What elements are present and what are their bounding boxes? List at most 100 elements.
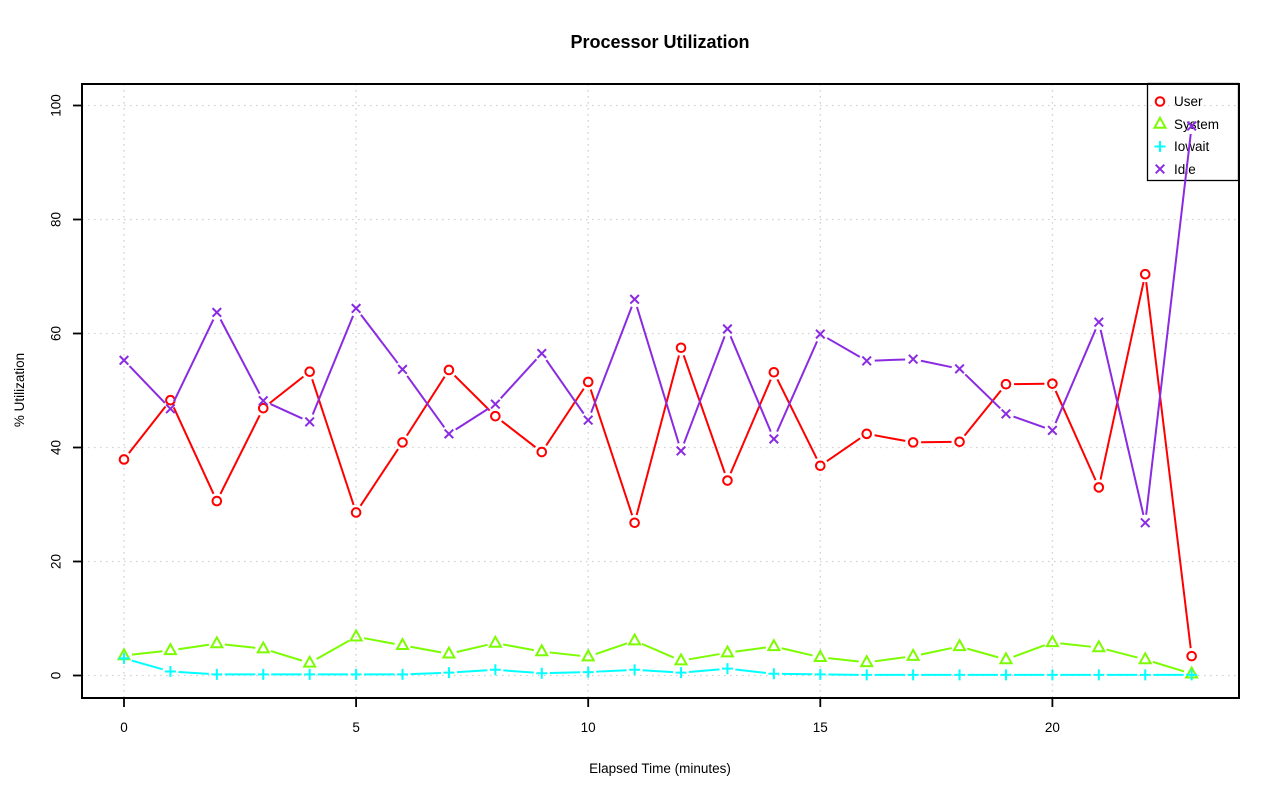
system-marker-icon [673,652,689,666]
system-marker-icon [1138,651,1153,665]
iowait-marker-icon [1186,669,1198,681]
user-line-segment [359,448,399,507]
system-marker-icon [395,637,410,650]
system-line-segment [781,647,813,657]
user-marker-icon [536,446,548,458]
system-marker-icon [1045,634,1060,648]
iowait-line-segment [456,669,488,674]
user-line-segment [545,388,585,446]
idle-marker-icon [722,323,733,334]
system-marker-icon [813,649,828,662]
idle-line-segment [406,375,446,428]
x-tick-label: 15 [813,720,828,735]
system-marker-icon [348,628,364,642]
idle-line-segment [826,337,861,358]
idle-line-segment [1054,329,1097,424]
user-line-segment [589,389,634,516]
x-tick-label: 0 [120,720,128,735]
iowait-marker-icon [350,668,362,680]
idle-marker-icon [351,303,362,314]
idle-line-segment [920,359,952,369]
idle-line-segment [500,358,538,399]
idle-line-segment [964,373,1001,410]
user-marker-icon [397,437,408,448]
legend-label-user: User [1174,94,1203,109]
idle-line-segment [729,335,772,432]
system-marker-icon [766,638,782,652]
idle-line-segment [874,358,906,362]
idle-line-segment [590,306,633,414]
idle-marker-icon [118,355,130,366]
idle-marker-icon [861,355,872,366]
legend-label-iowait: Iowait [1174,139,1210,154]
idle-line-segment [172,319,215,402]
iowait-marker-icon [954,669,966,681]
system-line-segment [363,637,395,645]
idle-line-segment [360,314,399,364]
iowait-marker-icon [582,666,594,678]
system-line-segment [1013,644,1046,658]
user-marker-icon [861,428,873,440]
idle-line-segment [682,336,726,444]
iowait-marker-icon [629,664,641,676]
idle-marker-icon [676,445,687,456]
system-line-segment [966,647,999,659]
iowait-marker-icon [211,668,223,680]
user-line-segment [1054,390,1097,481]
user-marker-icon [1047,378,1058,389]
system-line-segment [874,656,906,663]
y-tick-label: 0 [49,672,64,680]
legend-iowait-marker-icon [1154,141,1166,152]
system-line-segment [641,642,675,659]
system-marker-icon [441,645,457,659]
iowait-marker-icon [489,664,501,676]
legend-markers [1152,96,1168,175]
iowait-line-segment [178,671,209,675]
system-marker-icon [209,635,225,649]
system-marker-icon [905,647,921,661]
user-marker-icon [1186,650,1197,662]
idle-marker-icon [908,354,919,365]
user-line-segment [1145,282,1192,649]
idle-marker-icon [258,395,269,406]
y-tick-label: 100 [49,94,64,117]
y-tick-label: 20 [49,554,64,569]
iowait-marker-icon [675,667,687,679]
series-system [116,628,1199,679]
series-layer [116,121,1199,681]
idle-line-segment [270,403,303,420]
idle-line-segment [1013,415,1046,429]
system-line-segment [178,643,210,651]
user-marker-icon [118,454,130,465]
user-line-segment [776,378,818,460]
idle-line-segment [1099,329,1145,516]
system-line-segment [316,639,350,660]
system-marker-icon [581,648,596,662]
y-tick-label: 60 [49,326,64,341]
iowait-marker-icon [814,668,826,680]
iowait-marker-icon [118,652,130,664]
system-line-segment [735,646,767,653]
user-marker-icon [675,342,687,354]
system-marker-icon [952,638,967,652]
legend-idle-marker-icon [1154,163,1166,175]
idle-marker-icon [165,403,176,414]
series-user [118,268,1197,662]
idle-line-segment [219,319,261,395]
idle-marker-icon [1047,425,1058,436]
iowait-line-segment [131,659,163,671]
iowait-marker-icon [257,668,269,680]
idle-marker-icon [1186,121,1197,132]
y-axis-label: % Utilization [12,353,27,427]
user-marker-icon [257,402,269,414]
idle-line-segment [128,365,166,404]
user-marker-icon [582,376,594,388]
system-marker-icon [859,654,874,668]
iowait-line-segment [688,668,720,673]
legend-label-idle: Idle [1174,162,1196,177]
iowait-line-segment [642,669,674,674]
idle-marker-icon [397,364,408,375]
idle-line-segment [636,306,680,444]
